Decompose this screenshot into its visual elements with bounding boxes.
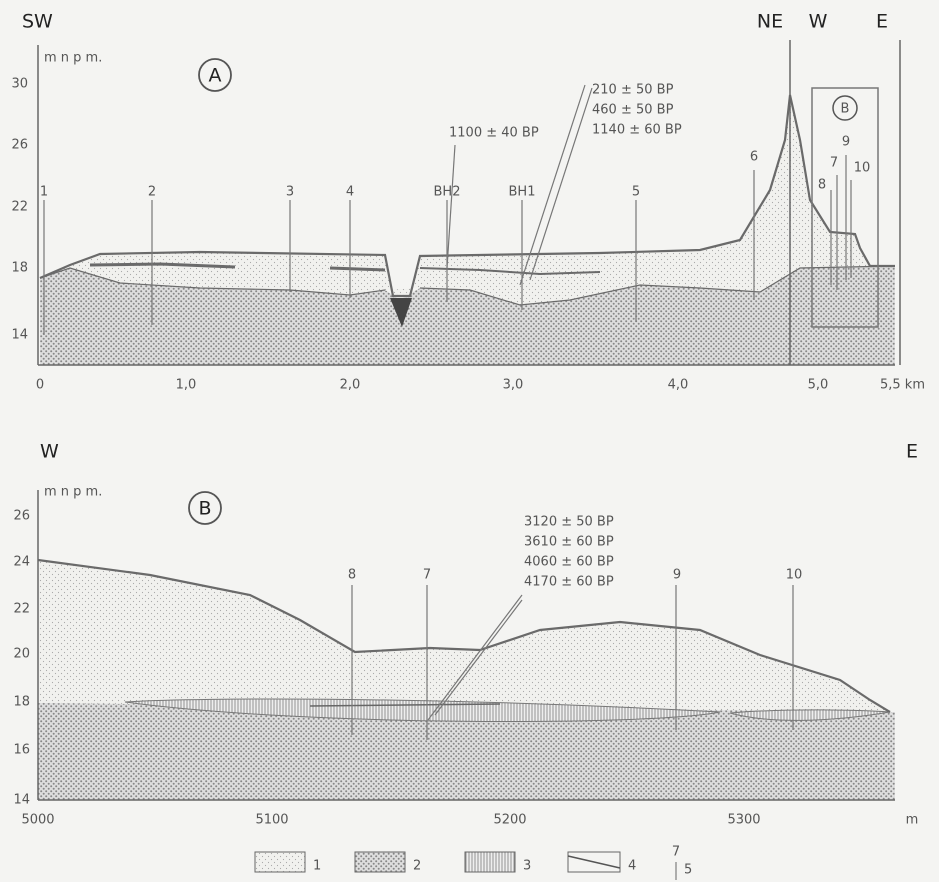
borehole-label: 10 [854, 161, 871, 176]
y-tick-label: 30 [11, 77, 28, 92]
legend-label: 7 [672, 845, 680, 860]
borehole-label: 5 [632, 185, 640, 200]
date-label: 1100 ± 40 BP [449, 126, 539, 141]
y-tick-label: 22 [11, 200, 28, 215]
borehole-label: 3 [286, 185, 294, 200]
x-tick-label: 0 [36, 378, 44, 393]
y-tick-label: 16 [13, 743, 30, 758]
x-tick-label: 5,0 [808, 378, 829, 393]
x-tick-label: 5300 [727, 813, 760, 828]
panel-label: A [209, 65, 222, 87]
line [447, 145, 455, 268]
x-tick-label: m [906, 813, 919, 828]
legend-swatch [255, 852, 305, 872]
borehole-label: 8 [818, 178, 826, 193]
date-label: 3120 ± 50 BP [524, 515, 614, 530]
legend-label: 3 [523, 859, 531, 874]
x-tick-label: 1,0 [176, 378, 197, 393]
borehole-label: BH2 [434, 185, 461, 200]
y-tick-label: 26 [11, 138, 28, 153]
y-tick-label: 22 [13, 602, 30, 617]
organic-layer [330, 268, 385, 270]
x-tick-label: 2,0 [340, 378, 361, 393]
legend-label: 4 [628, 859, 636, 874]
direction-label: NE [757, 11, 783, 33]
date-label: 4170 ± 60 BP [524, 575, 614, 590]
inset-label: B [841, 102, 850, 117]
date-label: 210 ± 50 BP [592, 83, 674, 98]
x-tick-label: 3,0 [503, 378, 524, 393]
borehole-label: 8 [348, 568, 356, 583]
y-tick-label: 14 [13, 793, 30, 808]
date-label: 460 ± 50 BP [592, 103, 674, 118]
borehole-label: 7 [423, 568, 431, 583]
borehole-label: 9 [673, 568, 681, 583]
y-tick-label: 20 [13, 647, 30, 662]
x-tick-label: 5200 [493, 813, 526, 828]
borehole-label: 7 [830, 156, 838, 171]
x-tick-label: 5000 [21, 813, 54, 828]
legend-label: 5 [684, 863, 692, 878]
direction-label: W [809, 11, 828, 33]
direction-label: W [40, 441, 59, 463]
panel-a [38, 40, 900, 365]
direction-label: E [876, 11, 888, 33]
borehole-label: 9 [842, 135, 850, 150]
page: SWNEWEm n p m.AB302622181401,02,03,04,05… [0, 0, 939, 882]
borehole-label: 4 [346, 185, 354, 200]
date-label: 3610 ± 60 BP [524, 535, 614, 550]
legend-line [568, 856, 620, 868]
borehole-label: 6 [750, 150, 758, 165]
borehole-label: BH1 [509, 185, 536, 200]
borehole-label: 1 [40, 185, 48, 200]
y-tick-label: 18 [11, 261, 28, 276]
direction-label: E [906, 441, 918, 463]
x-tick-label: 5100 [255, 813, 288, 828]
date-label: 4060 ± 60 BP [524, 555, 614, 570]
panel-b [38, 490, 895, 800]
legend-label: 2 [413, 859, 421, 874]
panel-label: B [198, 498, 211, 520]
borehole-label: 2 [148, 185, 156, 200]
legend-swatch [355, 852, 405, 872]
y-unit: m n p m. [44, 485, 102, 500]
legend-swatch [465, 852, 515, 872]
direction-label: SW [22, 11, 53, 33]
line [530, 88, 592, 280]
date-label: 1140 ± 60 BP [592, 123, 682, 138]
layer-upper [38, 560, 890, 712]
legend-label: 1 [313, 859, 321, 874]
y-unit: m n p m. [44, 51, 102, 66]
y-tick-label: 24 [13, 555, 30, 570]
y-tick-label: 14 [11, 328, 28, 343]
y-tick-label: 18 [13, 695, 30, 710]
x-tick-label: 4,0 [668, 378, 689, 393]
y-tick-label: 26 [13, 509, 30, 524]
borehole-label: 10 [786, 568, 803, 583]
x-tick-label: 5,5 km [880, 378, 925, 393]
